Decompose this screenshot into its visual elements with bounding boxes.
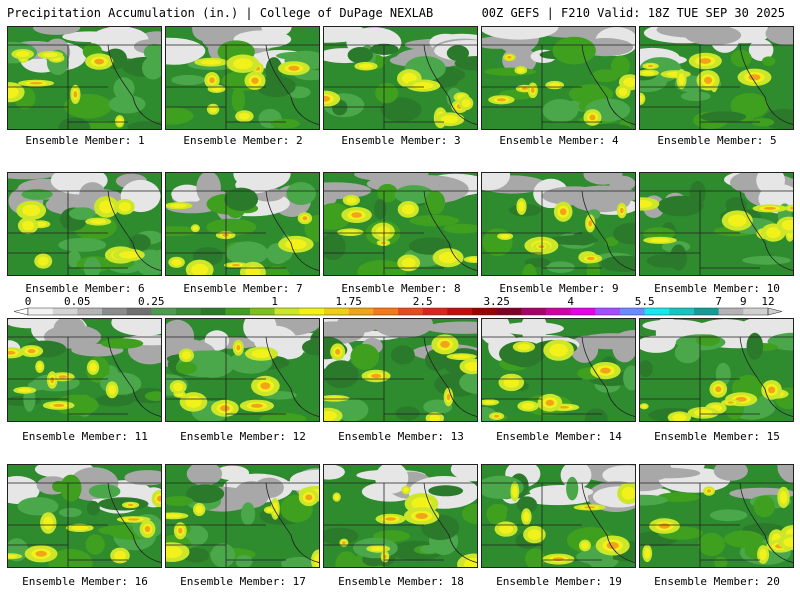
colorbar-segment — [299, 308, 325, 315]
colorbar-tick-label: 12 — [761, 296, 774, 308]
ensemble-map-10 — [639, 172, 794, 276]
ensemble-map-5 — [639, 26, 794, 130]
colorbar-segment — [398, 308, 423, 315]
ensemble-member-label: Ensemble Member: 6 — [25, 282, 145, 295]
ensemble-map-15 — [639, 318, 794, 422]
ensemble-map-2 — [165, 26, 320, 130]
ensemble-member-label: Ensemble Member: 19 — [496, 575, 622, 588]
ensemble-map-19 — [481, 464, 636, 568]
colorbar-segment — [225, 308, 251, 315]
colorbar-segment — [447, 308, 473, 315]
colorbar-tick-label: 9 — [740, 296, 747, 308]
colorbar-segment — [176, 308, 201, 315]
colorbar-segment — [324, 308, 349, 315]
colorbar-tick-label: 0.05 — [64, 296, 91, 308]
colorbar-right-arrow — [767, 307, 783, 316]
ensemble-member-label: Ensemble Member: 8 — [341, 282, 461, 295]
ensemble-map-4 — [481, 26, 636, 130]
ensemble-member-label: Ensemble Member: 7 — [183, 282, 303, 295]
colorbar-segment — [620, 308, 645, 315]
colorbar-tick-label: 4 — [567, 296, 574, 308]
ensemble-member-label: Ensemble Member: 9 — [499, 282, 619, 295]
colorbar-segment — [496, 308, 522, 315]
colorbar-tick-label: 0.25 — [138, 296, 165, 308]
colorbar-tick-label: 3.25 — [483, 296, 510, 308]
ensemble-member-label: Ensemble Member: 5 — [657, 134, 777, 147]
ensemble-map-1 — [7, 26, 162, 130]
ensemble-member-label: Ensemble Member: 13 — [338, 430, 464, 443]
ensemble-map-6 — [7, 172, 162, 276]
colorbar-segment — [77, 308, 103, 315]
colorbar-segment — [570, 308, 596, 315]
ensemble-member-label: Ensemble Member: 15 — [654, 430, 780, 443]
ensemble-member-label: Ensemble Member: 20 — [654, 575, 780, 588]
colorbar-segment — [348, 308, 374, 315]
colorbar-segment — [644, 308, 670, 315]
colorbar-segment — [669, 308, 695, 315]
ensemble-map-8 — [323, 172, 478, 276]
ensemble-member-label: Ensemble Member: 18 — [338, 575, 464, 588]
ensemble-map-14 — [481, 318, 636, 422]
ensemble-map-11 — [7, 318, 162, 422]
colorbar-segment — [250, 308, 275, 315]
ensemble-member-label: Ensemble Member: 3 — [341, 134, 461, 147]
colorbar-segment — [52, 308, 78, 315]
ensemble-map-13 — [323, 318, 478, 422]
colorbar-segment — [102, 308, 127, 315]
ensemble-map-20 — [639, 464, 794, 568]
ensemble-map-9 — [481, 172, 636, 276]
ensemble-member-label: Ensemble Member: 16 — [22, 575, 148, 588]
ensemble-map-18 — [323, 464, 478, 568]
run-valid-time: 00Z GEFS | F210 Valid: 18Z TUE SEP 30 20… — [481, 6, 785, 20]
colorbar-segment — [718, 308, 744, 315]
colorbar-segment — [200, 308, 226, 315]
ensemble-member-label: Ensemble Member: 4 — [499, 134, 619, 147]
ensemble-member-label: Ensemble Member: 1 — [25, 134, 145, 147]
precipitation-colorbar: 0 0.05 0.25 1 1.75 2.5 3.25 4 5.5 7 9 12 — [14, 296, 783, 316]
colorbar-tick-label: 1.75 — [335, 296, 362, 308]
colorbar-segment — [274, 308, 300, 315]
ensemble-member-label: Ensemble Member: 10 — [654, 282, 780, 295]
colorbar-segment — [151, 308, 177, 315]
colorbar-tick-label: 7 — [715, 296, 722, 308]
colorbar-tick-label: 1 — [271, 296, 278, 308]
colorbar-segment — [546, 308, 571, 315]
colorbar-tick-label: 0 — [25, 296, 32, 308]
ensemble-member-label: Ensemble Member: 17 — [180, 575, 306, 588]
colorbar-tick-label: 2.5 — [413, 296, 433, 308]
colorbar-tick-label: 5.5 — [635, 296, 655, 308]
ensemble-map-16 — [7, 464, 162, 568]
colorbar-segment — [373, 308, 399, 315]
colorbar-segment — [521, 308, 547, 315]
ensemble-map-12 — [165, 318, 320, 422]
map-title: Precipitation Accumulation (in.) | Colle… — [7, 6, 434, 20]
colorbar-segment — [28, 308, 53, 315]
colorbar-left-arrow — [14, 307, 29, 316]
colorbar-segment — [126, 308, 152, 315]
ensemble-member-label: Ensemble Member: 11 — [22, 430, 148, 443]
ensemble-map-7 — [165, 172, 320, 276]
colorbar-segment — [472, 308, 497, 315]
ensemble-map-17 — [165, 464, 320, 568]
ensemble-map-3 — [323, 26, 478, 130]
ensemble-member-label: Ensemble Member: 2 — [183, 134, 303, 147]
ensemble-member-label: Ensemble Member: 12 — [180, 430, 306, 443]
colorbar-segment — [694, 308, 719, 315]
colorbar-segment — [743, 308, 769, 315]
ensemble-member-label: Ensemble Member: 14 — [496, 430, 622, 443]
colorbar-segment — [422, 308, 448, 315]
colorbar-segment — [595, 308, 621, 315]
